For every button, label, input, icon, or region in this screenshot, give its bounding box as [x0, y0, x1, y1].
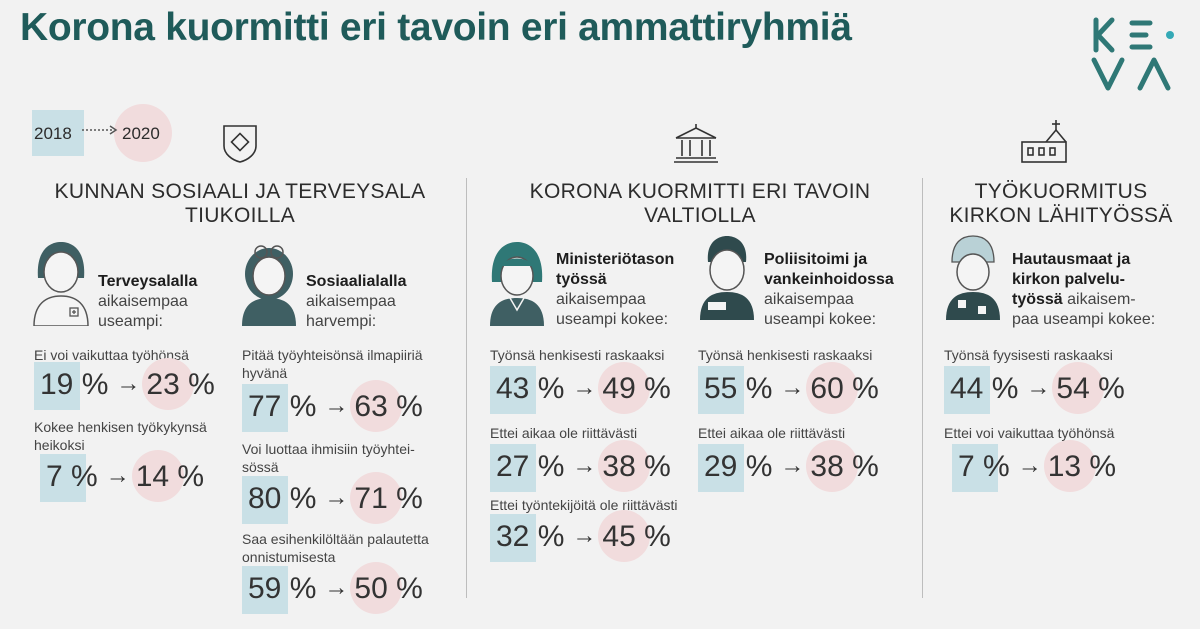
legend-to: 2020 [122, 124, 160, 143]
stat-row: 7 % → 13 % [952, 440, 1117, 492]
stat-label: Työnsä henkisesti raskaaksi [490, 347, 665, 363]
stat-label: Ettei aikaa ole riittävästi [490, 425, 638, 441]
stat-label: Voi luottaa ihmisiin työyhtei- sössä [242, 441, 415, 475]
stat-label: Työnsä henkisesti raskaaksi [698, 347, 873, 363]
stat-row: 59 % → 50 % [241, 562, 423, 614]
stat-row: 44 % → 54 % [943, 362, 1125, 414]
stat-row: 55 % → 60 % [697, 362, 879, 414]
group-label-social: Sosiaalialalla aikaisempaa harvempi: [306, 273, 407, 330]
social-worker-avatar-icon [242, 245, 296, 326]
stat-label: Saa esihenkilöltään palautetta onnistumi… [242, 531, 429, 565]
group-label-church: Hautausmaat ja kirkon palvelu- työssä ai… [1012, 251, 1156, 328]
stat-row: 77 % → 63 % [241, 380, 423, 432]
section-divider [922, 178, 923, 598]
stat-row: 7 % → 14 % [40, 450, 205, 502]
stat-row: 32 % → 45 % [489, 510, 671, 562]
stat-row: 27 % → 38 % [489, 440, 671, 492]
page-title: Korona kuormitti eri tavoin eri ammattir… [20, 6, 852, 49]
stat-row: 80 % → 71 % [241, 472, 423, 524]
stat-label: Kokee henkisen työkykynsä heikoksi [34, 419, 207, 453]
legend-2018-box [32, 110, 84, 156]
group-label-ministry: Ministeriötason työssä aikaisempaa useam… [556, 251, 675, 328]
section-heading-municipal: KUNNAN SOSIAALI JA TERVEYSALA TIUKOILLA [54, 180, 426, 227]
stat-label: Ettei työntekijöitä ole riittävästi [490, 497, 678, 513]
shield-icon [223, 125, 257, 163]
legend-from: 2018 [34, 124, 72, 143]
health-worker-avatar-icon [33, 242, 89, 326]
group-label-health: Terveysalalla aikaisempaa useampi: [98, 273, 198, 330]
keva-logo [1088, 14, 1184, 94]
stat-label: Ettei aikaa ole riittävästi [698, 425, 846, 441]
group-label-police: Poliisitoimi ja vankeinhoidossa aikaisem… [764, 251, 894, 328]
stat-row: 29 % → 38 % [697, 440, 879, 492]
dotted-arrow-icon [82, 125, 118, 135]
government-building-icon [674, 124, 718, 163]
stat-row: 43 % → 49 % [489, 362, 671, 414]
legend-2020-circle [114, 104, 172, 162]
stat-row: 19 % → 23 % [33, 358, 215, 410]
police-officer-avatar-icon [700, 236, 754, 320]
stat-label: Työnsä fyysisesti raskaaksi [944, 347, 1113, 363]
church-worker-avatar-icon [946, 235, 1000, 320]
ministry-worker-avatar-icon [490, 242, 544, 326]
church-icon [1021, 120, 1067, 163]
stat-label: Pitää työyhteisönsä ilmapiiriä hyvänä [242, 347, 423, 381]
stat-label: Ei voi vaikuttaa työhönsä [34, 347, 189, 363]
stat-label: Ettei voi vaikuttaa työhönsä [944, 425, 1115, 441]
section-heading-church: TYÖKUORMITUS KIRKON LÄHITYÖSSÄ [949, 180, 1173, 227]
section-divider [466, 178, 467, 598]
section-heading-state: KORONA KUORMITTI ERI TAVOIN VALTIOLLA [529, 180, 871, 227]
